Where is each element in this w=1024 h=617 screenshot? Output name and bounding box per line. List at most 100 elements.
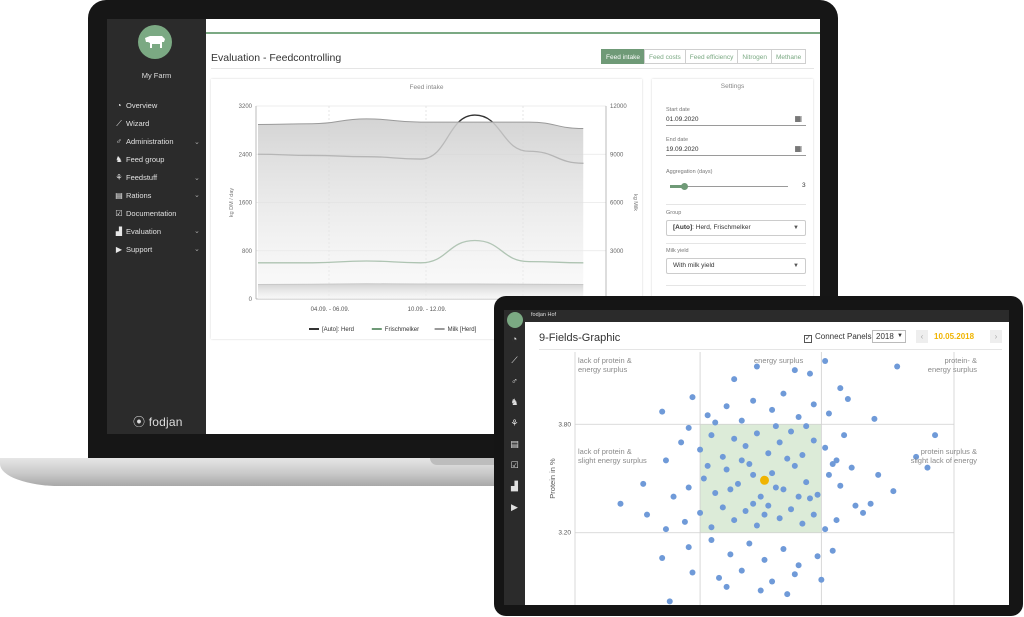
- data-point[interactable]: [753, 430, 760, 437]
- data-point[interactable]: [769, 470, 776, 477]
- data-point[interactable]: [685, 484, 692, 491]
- data-point[interactable]: [662, 526, 669, 533]
- data-point[interactable]: [670, 493, 677, 500]
- data-point[interactable]: [689, 569, 696, 576]
- data-point[interactable]: [731, 517, 738, 524]
- data-point[interactable]: [776, 515, 783, 522]
- data-point[interactable]: [765, 502, 772, 509]
- clipboard-icon[interactable]: ▤: [510, 439, 519, 449]
- data-point[interactable]: [860, 509, 867, 516]
- data-point[interactable]: [791, 367, 798, 374]
- data-point[interactable]: [617, 500, 624, 507]
- data-point[interactable]: [852, 502, 859, 509]
- data-point[interactable]: [799, 520, 806, 527]
- legend-label[interactable]: Milk [Herd]: [448, 327, 477, 333]
- data-point[interactable]: [780, 390, 787, 397]
- data-point[interactable]: [746, 461, 753, 468]
- data-point[interactable]: [932, 432, 939, 439]
- end-date-field[interactable]: 19.09.2020 ▦: [666, 144, 806, 156]
- data-point[interactable]: [867, 500, 874, 507]
- tab-nitrogen[interactable]: Nitrogen: [737, 49, 772, 64]
- data-point[interactable]: [822, 358, 829, 365]
- data-point[interactable]: [844, 395, 851, 402]
- data-point[interactable]: [681, 518, 688, 525]
- data-point[interactable]: [753, 363, 760, 370]
- data-point[interactable]: [769, 406, 776, 413]
- data-point[interactable]: [708, 524, 715, 531]
- data-point[interactable]: [734, 480, 741, 487]
- data-point[interactable]: [829, 547, 836, 554]
- gauge-icon[interactable]: ◔: [511, 334, 518, 344]
- data-point[interactable]: [685, 424, 692, 431]
- sidebar-item-support[interactable]: ▶ Support ⌄: [112, 240, 202, 258]
- milk-yield-select[interactable]: With milk yield ▼: [666, 258, 806, 274]
- data-point[interactable]: [666, 598, 673, 605]
- data-point[interactable]: [803, 479, 810, 486]
- data-point[interactable]: [738, 567, 745, 574]
- tab-feed-costs[interactable]: Feed costs: [643, 49, 686, 64]
- tab-feed-efficiency[interactable]: Feed efficiency: [684, 49, 739, 64]
- next-date-button[interactable]: ›: [990, 330, 1002, 343]
- data-point[interactable]: [833, 457, 840, 464]
- slider-thumb[interactable]: [681, 183, 689, 190]
- data-point[interactable]: [841, 432, 848, 439]
- connect-panels-toggle[interactable]: ✓ Connect Panels: [804, 332, 871, 343]
- document-check-icon[interactable]: ☑: [510, 460, 519, 470]
- gender-icon[interactable]: ♂: [511, 376, 518, 386]
- chevron-down-icon[interactable]: ⌄: [194, 228, 200, 236]
- sidebar-item-overview[interactable]: ◔ Overview: [112, 97, 202, 115]
- data-point[interactable]: [723, 583, 730, 590]
- data-point[interactable]: [678, 439, 685, 446]
- data-point[interactable]: [822, 526, 829, 533]
- data-point[interactable]: [829, 461, 836, 468]
- data-point[interactable]: [719, 453, 726, 460]
- farm-logo[interactable]: [138, 25, 172, 59]
- data-point[interactable]: [697, 509, 704, 516]
- data-point[interactable]: [731, 435, 738, 442]
- data-point[interactable]: [753, 522, 760, 529]
- data-point[interactable]: [833, 517, 840, 524]
- data-point[interactable]: [806, 370, 813, 377]
- group-select[interactable]: [Auto]: Herd, Frischmelker ▼: [666, 220, 806, 236]
- data-point[interactable]: [784, 591, 791, 598]
- data-point[interactable]: [810, 401, 817, 408]
- data-point[interactable]: [742, 442, 749, 449]
- sidebar-item-feed-group[interactable]: ♞ Feed group: [112, 151, 202, 169]
- previous-date-button[interactable]: ‹: [916, 330, 928, 343]
- data-point[interactable]: [708, 432, 715, 439]
- data-point[interactable]: [871, 415, 878, 422]
- data-point[interactable]: [750, 471, 757, 478]
- data-point[interactable]: [738, 457, 745, 464]
- aggregation-slider[interactable]: [670, 183, 788, 190]
- data-point[interactable]: [825, 471, 832, 478]
- data-point[interactable]: [746, 540, 753, 547]
- data-point[interactable]: [780, 486, 787, 493]
- data-point[interactable]: [818, 576, 825, 583]
- data-point[interactable]: [662, 457, 669, 464]
- cow-icon[interactable]: ♞: [510, 397, 519, 407]
- wand-icon[interactable]: ⟋: [511, 355, 518, 365]
- chevron-down-icon[interactable]: ⌄: [194, 246, 200, 254]
- data-point[interactable]: [780, 545, 787, 552]
- data-point[interactable]: [704, 462, 711, 469]
- sidebar-item-administration[interactable]: ♂ Administration ⌄: [112, 133, 202, 151]
- data-point[interactable]: [772, 484, 779, 491]
- calendar-icon[interactable]: ▦: [794, 144, 802, 153]
- data-point[interactable]: [712, 419, 719, 426]
- sidebar-item-feedstuff[interactable]: ⚘ Feedstuff ⌄: [112, 169, 202, 187]
- data-point[interactable]: [875, 471, 882, 478]
- data-point[interactable]: [704, 412, 711, 419]
- chevron-down-icon[interactable]: ⌄: [194, 138, 200, 146]
- data-point[interactable]: [825, 410, 832, 417]
- data-point[interactable]: [731, 376, 738, 383]
- tablet-logo[interactable]: [507, 312, 523, 328]
- data-point[interactable]: [795, 562, 802, 569]
- legend-label[interactable]: [Auto]: Herd: [322, 327, 354, 333]
- data-point[interactable]: [788, 506, 795, 513]
- data-point[interactable]: [750, 500, 757, 507]
- data-point[interactable]: [837, 385, 844, 392]
- data-point[interactable]: [712, 489, 719, 496]
- plant-icon[interactable]: ⚘: [510, 418, 519, 428]
- data-point[interactable]: [659, 555, 666, 562]
- data-point[interactable]: [659, 408, 666, 415]
